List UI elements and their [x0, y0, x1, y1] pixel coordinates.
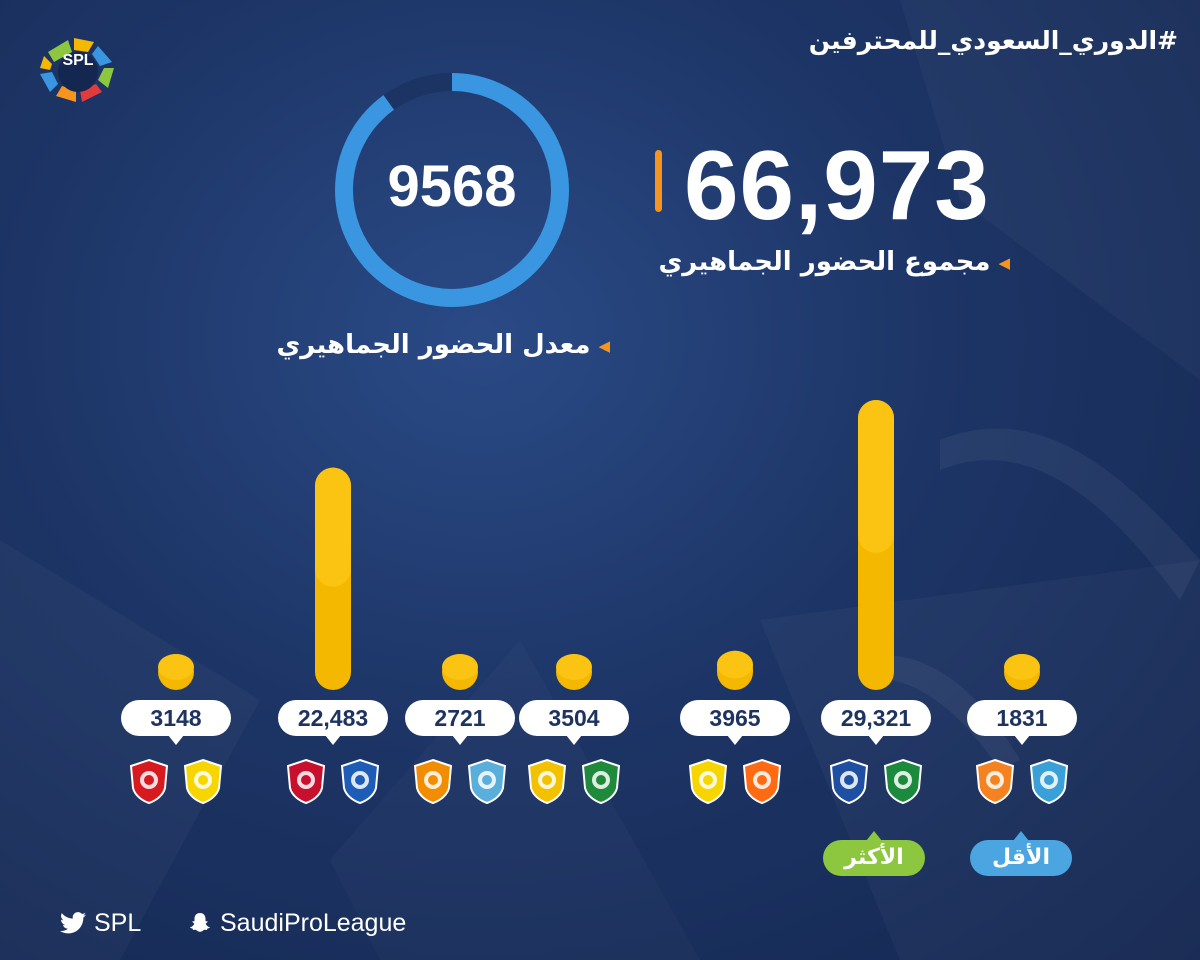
spl-logo: SPL	[28, 22, 128, 108]
bar-7	[1004, 654, 1040, 690]
match-2: 22,483	[268, 700, 398, 810]
snapchat-handle-text: SaudiProLeague	[220, 908, 407, 937]
spl-logo-emblem	[40, 38, 114, 102]
average-attendance-label: ◀ معدل الحضور الجماهيري	[276, 330, 610, 360]
twitter-handle: SPL	[60, 908, 141, 938]
team-crests	[957, 758, 1087, 808]
value-label: 22,483	[278, 700, 388, 745]
caret-icon: ◀	[598, 336, 610, 355]
accent-bar	[655, 150, 662, 212]
value-label: 3148	[121, 700, 231, 745]
snapchat-handle: SaudiProLeague	[188, 908, 406, 938]
bar-highlight	[556, 654, 592, 680]
team-crests	[670, 758, 800, 808]
al-fayha-crest-icon	[975, 758, 1015, 804]
bar-highlight	[158, 654, 194, 680]
bar-highlight	[717, 650, 753, 679]
bar-3	[442, 654, 478, 690]
most-attended-tag: الأكثر	[823, 831, 925, 876]
bar-1	[158, 654, 194, 690]
average-gauge	[335, 73, 569, 307]
value-label: 1831	[967, 700, 1077, 745]
match-6: 29,321	[811, 700, 941, 810]
al-batin-crest-icon	[467, 758, 507, 804]
al-nassr-crest-icon	[183, 758, 223, 804]
bar-2	[315, 467, 351, 690]
team-crests	[509, 758, 639, 808]
team-crests	[268, 758, 398, 808]
al-ittihad-crest-icon	[688, 758, 728, 804]
value-label: 2721	[405, 700, 515, 745]
twitter-icon	[60, 912, 86, 934]
total-attendance-label-text: مجموع الحضور الجماهيري	[658, 247, 991, 277]
team-crests	[811, 758, 941, 808]
value-label: 29,321	[821, 700, 931, 745]
team-crests	[395, 758, 525, 808]
bar-6	[858, 400, 894, 690]
match-4: 3504	[509, 700, 639, 810]
value-label: 3965	[680, 700, 790, 745]
al-ahli-crest-icon	[883, 758, 923, 804]
al-ettifaq-crest-icon	[581, 758, 621, 804]
hashtag: #الدوري_السعودي_للمحترفين	[808, 26, 1178, 55]
bar-highlight	[315, 467, 351, 587]
al-raed-crest-icon	[129, 758, 169, 804]
twitter-handle-text: SPL	[94, 908, 142, 937]
team-crests	[111, 758, 241, 808]
match-1: 3148	[111, 700, 241, 810]
caret-icon: ◀	[998, 253, 1010, 272]
al-qadsiah-crest-icon	[413, 758, 453, 804]
bar-highlight	[442, 654, 478, 680]
bar-4	[556, 654, 592, 690]
al-taawoun-crest-icon	[829, 758, 869, 804]
bar-5	[717, 650, 753, 690]
al-fateh-crest-icon	[1029, 758, 1069, 804]
average-attendance-label-text: معدل الحضور الجماهيري	[276, 330, 591, 360]
total-attendance-label: ◀ مجموع الحضور الجماهيري	[658, 247, 1010, 277]
bar-highlight	[1004, 654, 1040, 680]
average-attendance-value: 9568	[387, 154, 517, 219]
snapchat-icon	[190, 913, 210, 932]
ohod-crest-icon	[527, 758, 567, 804]
value-label: 3504	[519, 700, 629, 745]
spl-logo-text: SPL	[62, 52, 94, 69]
al-hilal-crest-icon	[340, 758, 380, 804]
match-3: 2721	[395, 700, 525, 810]
match-5: 3965	[670, 700, 800, 810]
al-shabab-crest-icon	[742, 758, 782, 804]
least-attended-tag: الأقل	[970, 831, 1072, 876]
al-faisaly-crest-icon	[286, 758, 326, 804]
total-attendance-value: 66,973	[684, 130, 990, 240]
match-7: 1831	[957, 700, 1087, 810]
bar-highlight	[858, 400, 894, 553]
